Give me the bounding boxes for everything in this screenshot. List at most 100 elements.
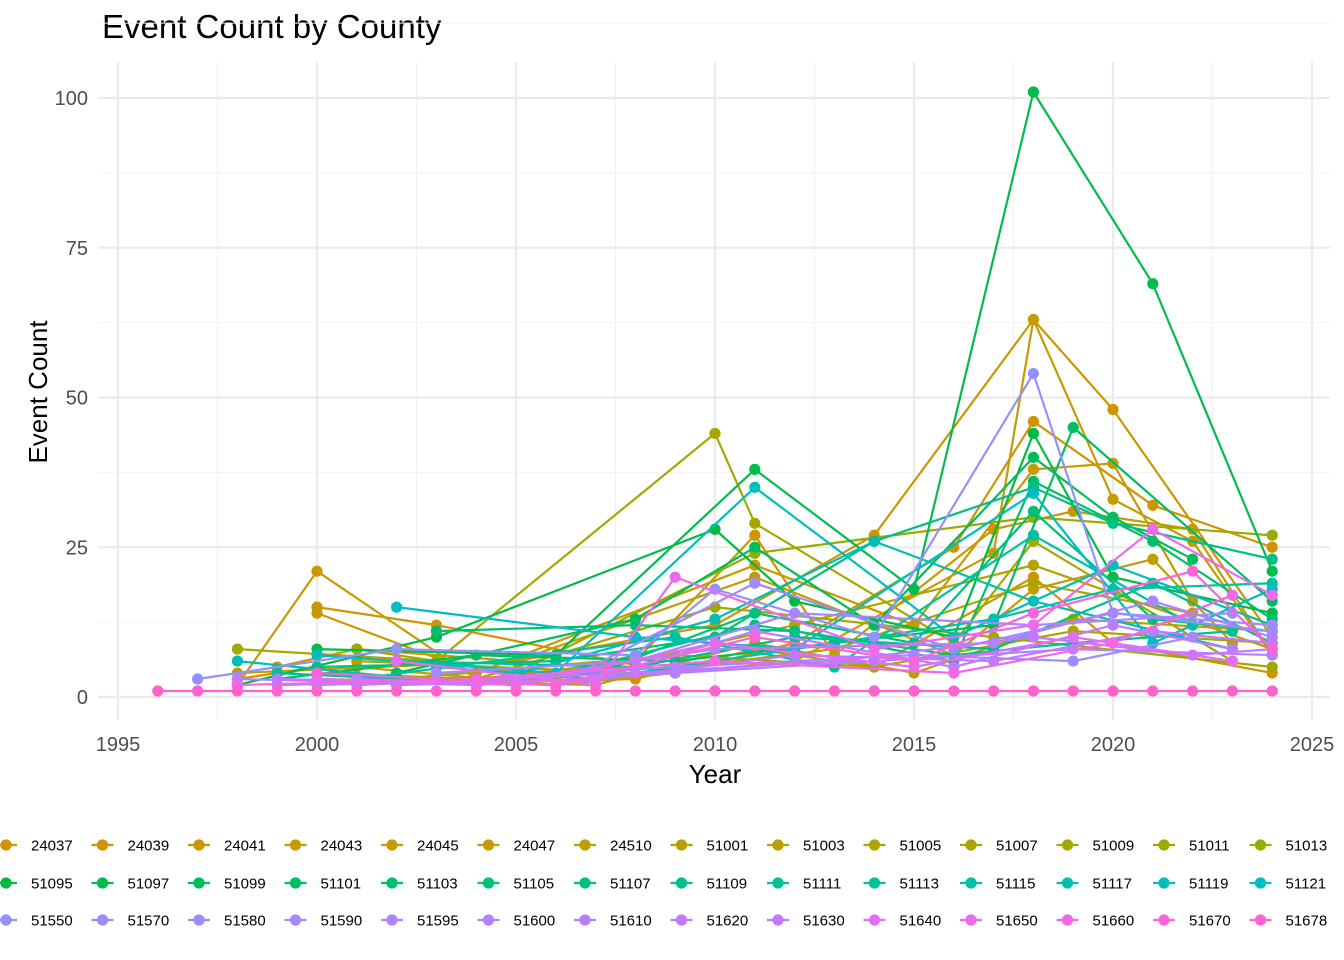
legend-key-point xyxy=(386,914,398,926)
y-tick-label: 0 xyxy=(77,687,88,709)
data-point xyxy=(152,685,164,697)
data-point xyxy=(430,625,442,637)
data-point xyxy=(271,673,283,685)
legend-label: 51099 xyxy=(224,876,266,893)
data-point xyxy=(1266,565,1278,577)
data-point xyxy=(1187,553,1199,565)
legend-item: 51610 xyxy=(574,913,652,930)
legend-key-point xyxy=(675,877,688,889)
legend-item: 51640 xyxy=(863,913,941,930)
data-point xyxy=(1027,559,1039,571)
legend-key-point xyxy=(965,877,977,889)
data-point xyxy=(1027,619,1039,631)
legend-item: 51650 xyxy=(960,913,1038,930)
legend-key-point xyxy=(868,914,881,926)
data-point xyxy=(988,655,1000,667)
data-point xyxy=(311,685,323,697)
legend-key-point xyxy=(0,877,12,889)
data-point xyxy=(192,673,204,685)
legend-item: 51121 xyxy=(1249,876,1326,893)
data-point xyxy=(669,571,681,583)
legend-item: 24510 xyxy=(574,838,652,855)
legend-label: 51650 xyxy=(996,913,1038,930)
legend-item: 24039 xyxy=(91,838,169,855)
legend-key-point xyxy=(868,839,881,851)
legend-label: 51007 xyxy=(996,838,1038,855)
data-point xyxy=(1107,517,1119,529)
data-point xyxy=(1226,589,1238,601)
data-point xyxy=(1107,403,1119,416)
data-point xyxy=(1187,685,1199,697)
legend-item: 24045 xyxy=(381,838,459,855)
legend-item: 51001 xyxy=(670,838,748,855)
data-point xyxy=(231,643,243,655)
data-point xyxy=(1107,637,1119,649)
data-point xyxy=(430,667,442,679)
data-point xyxy=(1266,553,1278,565)
data-point xyxy=(1266,589,1278,601)
legend-key-point xyxy=(772,839,784,851)
data-point xyxy=(430,685,442,697)
legend-label: 51678 xyxy=(1286,913,1328,930)
data-point xyxy=(948,685,960,697)
data-point xyxy=(1147,685,1159,697)
legend-item: 51013 xyxy=(1249,838,1327,855)
legend-label: 51595 xyxy=(417,913,459,930)
data-point xyxy=(1107,493,1119,505)
legend-item: 51011 xyxy=(1153,838,1230,855)
legend-key-point xyxy=(1254,914,1267,926)
legend-label: 51111 xyxy=(803,876,841,893)
data-point xyxy=(908,655,920,667)
data-point xyxy=(749,481,761,493)
data-point xyxy=(1266,541,1278,553)
data-point xyxy=(1266,685,1278,697)
x-tick-label: 2020 xyxy=(1091,734,1136,756)
y-tick-label: 75 xyxy=(66,238,88,260)
data-point xyxy=(789,607,801,619)
data-point xyxy=(868,631,880,643)
data-point xyxy=(271,685,283,697)
data-point xyxy=(1226,685,1238,697)
data-point xyxy=(868,685,880,697)
data-point xyxy=(908,583,920,595)
data-point xyxy=(868,535,880,547)
legend-key-point xyxy=(482,877,495,889)
data-point xyxy=(1027,529,1039,541)
legend-item: 51660 xyxy=(1056,913,1134,930)
data-point xyxy=(1027,86,1039,98)
data-point xyxy=(988,685,1000,697)
data-point xyxy=(749,541,761,553)
data-point xyxy=(1147,499,1159,511)
legend-label: 51600 xyxy=(514,913,556,930)
data-point xyxy=(1147,595,1159,607)
legend-key-point xyxy=(965,914,977,926)
legend-item: 51550 xyxy=(0,913,73,930)
legend-key-point xyxy=(1254,839,1267,851)
legend-label: 51590 xyxy=(321,913,363,930)
legend-key-point xyxy=(0,839,12,851)
data-point xyxy=(1147,553,1159,565)
legend-key-point xyxy=(772,877,784,889)
legend-key-point xyxy=(482,914,495,926)
data-point xyxy=(510,685,522,697)
legend-label: 51103 xyxy=(417,876,458,893)
legend-key-point xyxy=(1158,839,1170,851)
data-point xyxy=(868,643,880,655)
legend-item: 51007 xyxy=(960,838,1038,855)
legend-label: 51610 xyxy=(610,913,652,930)
data-point xyxy=(1226,607,1238,619)
legend-item: 51103 xyxy=(381,876,458,893)
legend-item: 51005 xyxy=(863,838,941,855)
data-point xyxy=(1107,619,1119,631)
legend-label: 24045 xyxy=(417,838,459,855)
legend-key-point xyxy=(96,877,109,889)
data-point xyxy=(391,643,403,655)
x-tick-label: 2005 xyxy=(494,734,539,756)
data-point xyxy=(391,685,403,697)
legend-key-point xyxy=(482,839,495,851)
data-point xyxy=(391,601,403,613)
data-point xyxy=(749,517,761,529)
data-point xyxy=(669,685,681,697)
data-point xyxy=(1027,367,1039,380)
